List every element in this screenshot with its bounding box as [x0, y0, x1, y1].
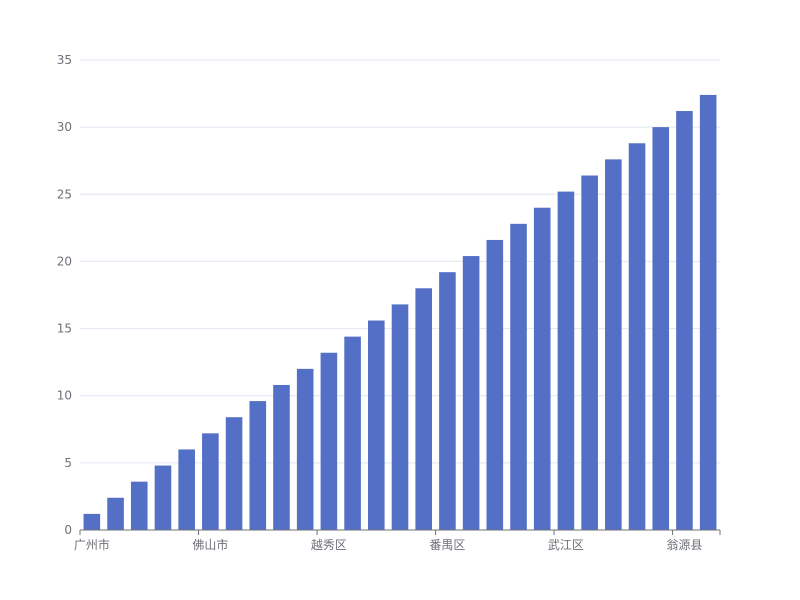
bar-0	[83, 513, 101, 530]
y-tick-label: 35	[57, 53, 72, 67]
bar-24	[652, 127, 670, 531]
bar-17	[486, 239, 504, 530]
bar-4	[178, 449, 195, 530]
y-tick-label: 5	[64, 456, 72, 470]
x-tick-label: 越秀区	[311, 538, 347, 552]
y-tick-label: 25	[57, 187, 72, 201]
y-tick-label: 15	[57, 322, 72, 336]
x-tick-label: 番禺区	[429, 538, 465, 552]
bar-19	[533, 207, 551, 530]
bar-14	[415, 288, 432, 530]
bar-12	[368, 320, 385, 530]
bar-26	[699, 94, 717, 531]
bar-20	[557, 191, 575, 530]
bar-6	[225, 417, 243, 530]
bar-9	[296, 368, 314, 530]
x-tick-label: 武江区	[548, 538, 584, 552]
bar-3	[154, 465, 172, 530]
y-tick-label: 30	[57, 120, 72, 134]
x-tick-label: 佛山市	[192, 537, 228, 552]
y-axis-ticks: 0 5 10 15 20 25 30 35	[57, 53, 72, 537]
bar-11	[344, 336, 361, 530]
bar-18	[510, 223, 527, 531]
bar-25	[676, 111, 693, 531]
x-axis-ticks: 广州市 佛山市 越秀区 番禺区 武江区 翁源县	[74, 530, 721, 552]
bar-2	[130, 481, 148, 530]
bar-16	[462, 256, 480, 530]
bar-10	[320, 352, 338, 530]
y-tick-label: 0	[64, 523, 72, 537]
bar-1	[107, 497, 124, 530]
bar-7	[249, 401, 267, 530]
bar-23	[628, 143, 646, 530]
x-tick-label: 广州市	[74, 537, 110, 552]
bar-21	[581, 175, 598, 530]
bar-series	[83, 94, 717, 531]
bar-13	[391, 304, 409, 530]
x-tick-label: 翁源县	[666, 538, 702, 552]
bar-5	[202, 433, 219, 530]
y-tick-label: 20	[57, 254, 72, 268]
bar-8	[273, 384, 290, 530]
bar-22	[605, 159, 622, 530]
y-tick-label: 10	[57, 389, 72, 403]
bar-15	[439, 272, 456, 530]
